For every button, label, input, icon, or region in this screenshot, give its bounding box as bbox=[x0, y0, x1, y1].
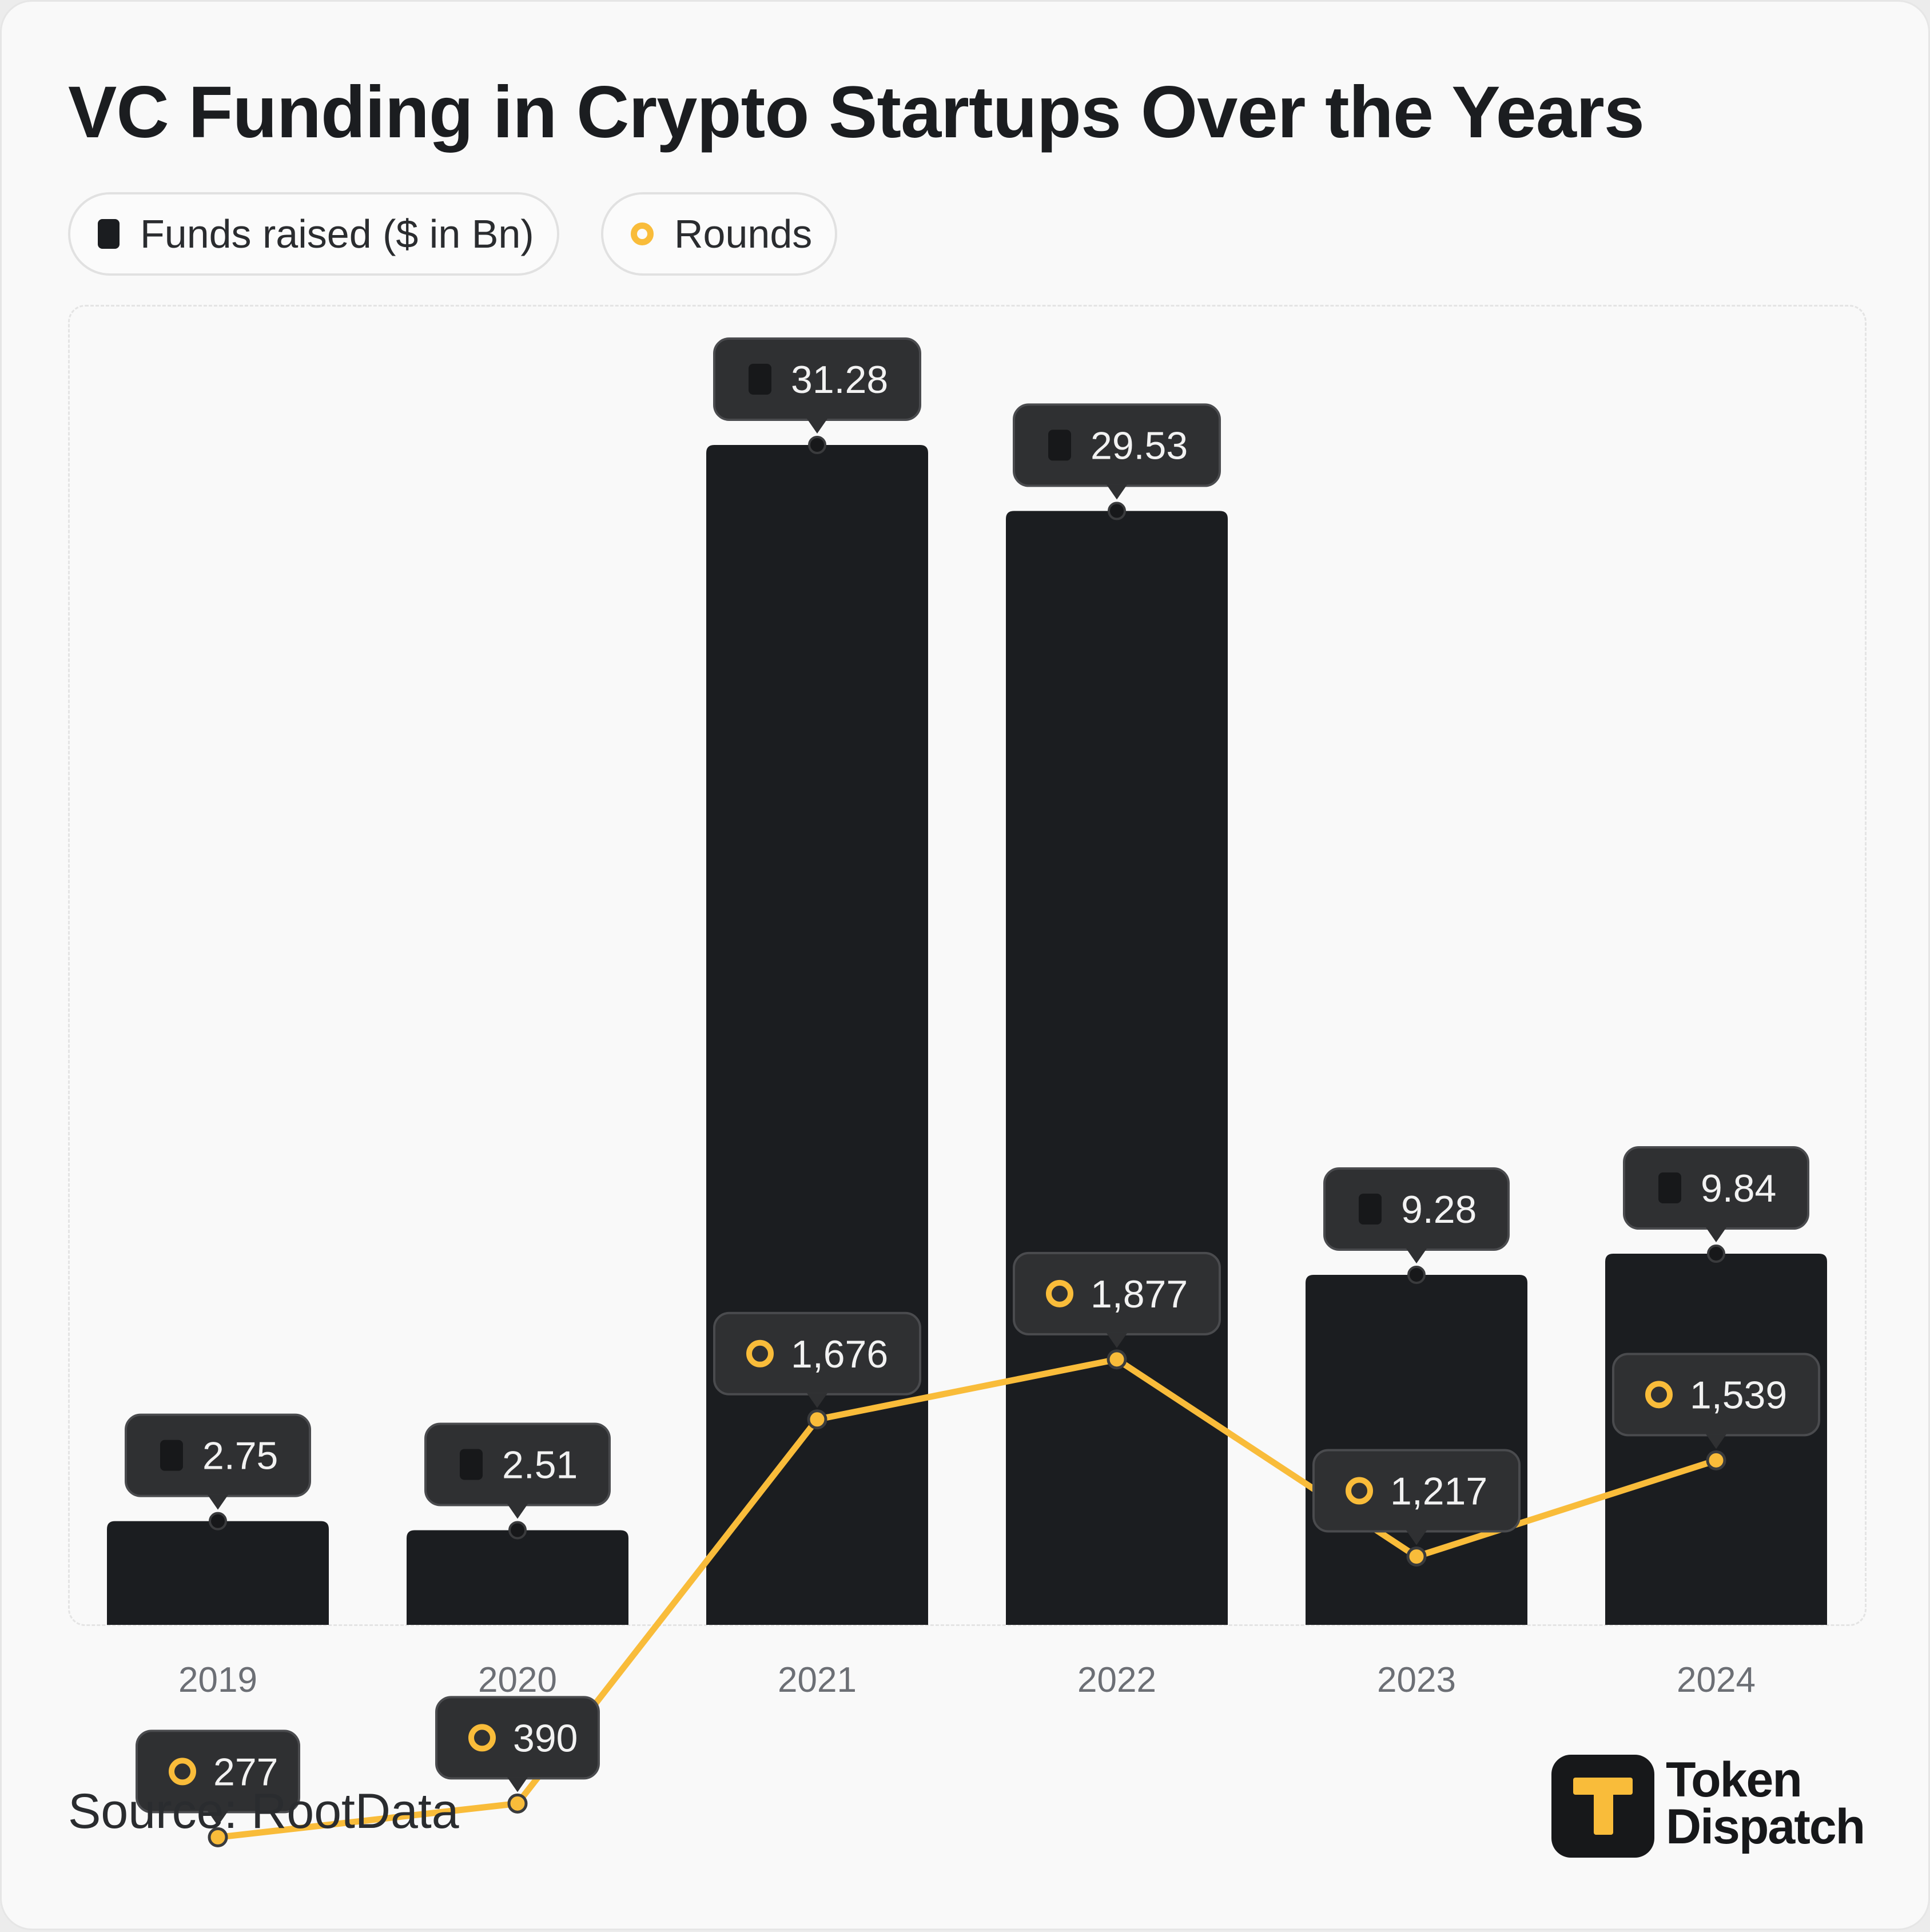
funds-tooltip-2020-pointer bbox=[507, 1504, 528, 1519]
x-tick-2019: 2019 bbox=[178, 1660, 257, 1700]
bar-2020 bbox=[407, 1530, 628, 1625]
funds-tooltip-2019-square-icon bbox=[160, 1440, 183, 1471]
rounds-tooltip-2023-ring-icon bbox=[1346, 1477, 1373, 1505]
token-dispatch-logo-icon bbox=[1551, 1755, 1654, 1858]
funds-tooltip-2019-label: 2.75 bbox=[202, 1434, 278, 1478]
funds-swatch-icon bbox=[98, 219, 120, 249]
funds-tooltip-2020-label: 2.51 bbox=[502, 1443, 578, 1486]
funds-tooltip-2022-pointer bbox=[1107, 484, 1127, 500]
legend-funds-label: Funds raised ($ in Bn) bbox=[140, 212, 534, 256]
rounds-tooltip-2019-pointer bbox=[208, 1811, 228, 1826]
rounds-point-2022 bbox=[1107, 1349, 1127, 1370]
rounds-point-2021 bbox=[807, 1409, 827, 1430]
funds-tooltip-2024-square-icon bbox=[1658, 1172, 1681, 1204]
bar-2019 bbox=[107, 1521, 329, 1625]
funds-tooltip-2021-pointer bbox=[807, 419, 827, 434]
funds-tooltip-2022-label: 29.53 bbox=[1091, 424, 1188, 467]
rounds-tooltip-2020-label: 390 bbox=[513, 1716, 578, 1760]
funds-tooltip-2022-square-icon bbox=[1048, 430, 1071, 461]
plot-area bbox=[68, 305, 1867, 1626]
legend-rounds-label: Rounds bbox=[674, 212, 813, 256]
rounds-swatch-icon bbox=[631, 222, 654, 245]
funds-point-2020 bbox=[508, 1521, 527, 1540]
funds-point-2023 bbox=[1407, 1265, 1426, 1284]
rounds-tooltip-2024-label: 1,539 bbox=[1690, 1373, 1787, 1417]
rounds-tooltip-2023-pointer bbox=[1406, 1530, 1427, 1545]
x-tick-2022: 2022 bbox=[1077, 1660, 1156, 1700]
funds-tooltip-2023-label: 9.28 bbox=[1401, 1188, 1477, 1231]
rounds-tooltip-2021-ring-icon bbox=[746, 1339, 774, 1367]
rounds-point-2023 bbox=[1406, 1546, 1427, 1567]
rounds-tooltip-2021-label: 1,676 bbox=[791, 1333, 888, 1376]
brand-name: Token Dispatch bbox=[1666, 1752, 1865, 1854]
rounds-tooltip-2023-label: 1,217 bbox=[1390, 1469, 1487, 1513]
legend-item-rounds[interactable]: Rounds bbox=[601, 192, 838, 276]
rounds-tooltip-2022-label: 1,877 bbox=[1091, 1273, 1188, 1316]
rounds-tooltip-2019-ring-icon bbox=[169, 1758, 196, 1786]
rounds-point-2019 bbox=[208, 1827, 228, 1847]
funds-tooltip-2019-pointer bbox=[208, 1494, 228, 1510]
funds-tooltip-2021-label: 31.28 bbox=[791, 358, 888, 401]
legend-item-funds[interactable]: Funds raised ($ in Bn) bbox=[68, 192, 559, 276]
rounds-tooltip-2022-ring-icon bbox=[1046, 1279, 1073, 1307]
funds-tooltip-2023-square-icon bbox=[1359, 1193, 1382, 1225]
funds-point-2022 bbox=[1108, 502, 1126, 520]
rounds-tooltip-2022-pointer bbox=[1107, 1333, 1127, 1348]
x-tick-2023: 2023 bbox=[1377, 1660, 1456, 1700]
x-tick-2021: 2021 bbox=[778, 1660, 857, 1700]
brand-line-1: Token bbox=[1666, 1752, 1802, 1807]
bar-2021 bbox=[706, 445, 928, 1625]
rounds-tooltip-2021-pointer bbox=[807, 1393, 827, 1408]
source-note: Source: RootData bbox=[68, 1784, 459, 1839]
funds-tooltip-2020-square-icon bbox=[460, 1449, 483, 1480]
rounds-tooltip-2024-ring-icon bbox=[1645, 1381, 1673, 1409]
rounds-tooltip-2020-ring-icon bbox=[468, 1724, 496, 1752]
funds-tooltip-2024-label: 9.84 bbox=[1701, 1167, 1776, 1210]
funds-point-2024 bbox=[1707, 1245, 1725, 1263]
x-tick-2020: 2020 bbox=[478, 1660, 557, 1700]
rounds-tooltip-2019-label: 277 bbox=[213, 1750, 278, 1794]
funds-tooltip-2021-square-icon bbox=[749, 364, 771, 395]
rounds-line bbox=[217, 1356, 1717, 1840]
brand-line-2: Dispatch bbox=[1666, 1799, 1865, 1854]
x-tick-2024: 2024 bbox=[1677, 1660, 1756, 1700]
rounds-tooltip-2024-pointer bbox=[1706, 1434, 1726, 1449]
chart-title: VC Funding in Crypto Startups Over the Y… bbox=[68, 71, 1645, 153]
funds-tooltip-2024-pointer bbox=[1706, 1227, 1726, 1243]
rounds-point-2024 bbox=[1706, 1450, 1726, 1470]
funds-point-2019 bbox=[209, 1512, 227, 1531]
funds-tooltip-2023-pointer bbox=[1406, 1248, 1427, 1263]
rounds-point-2020 bbox=[507, 1793, 528, 1814]
rounds-tooltip-2020-pointer bbox=[507, 1777, 528, 1792]
bar-2022 bbox=[1006, 511, 1228, 1625]
funds-point-2021 bbox=[808, 436, 826, 454]
